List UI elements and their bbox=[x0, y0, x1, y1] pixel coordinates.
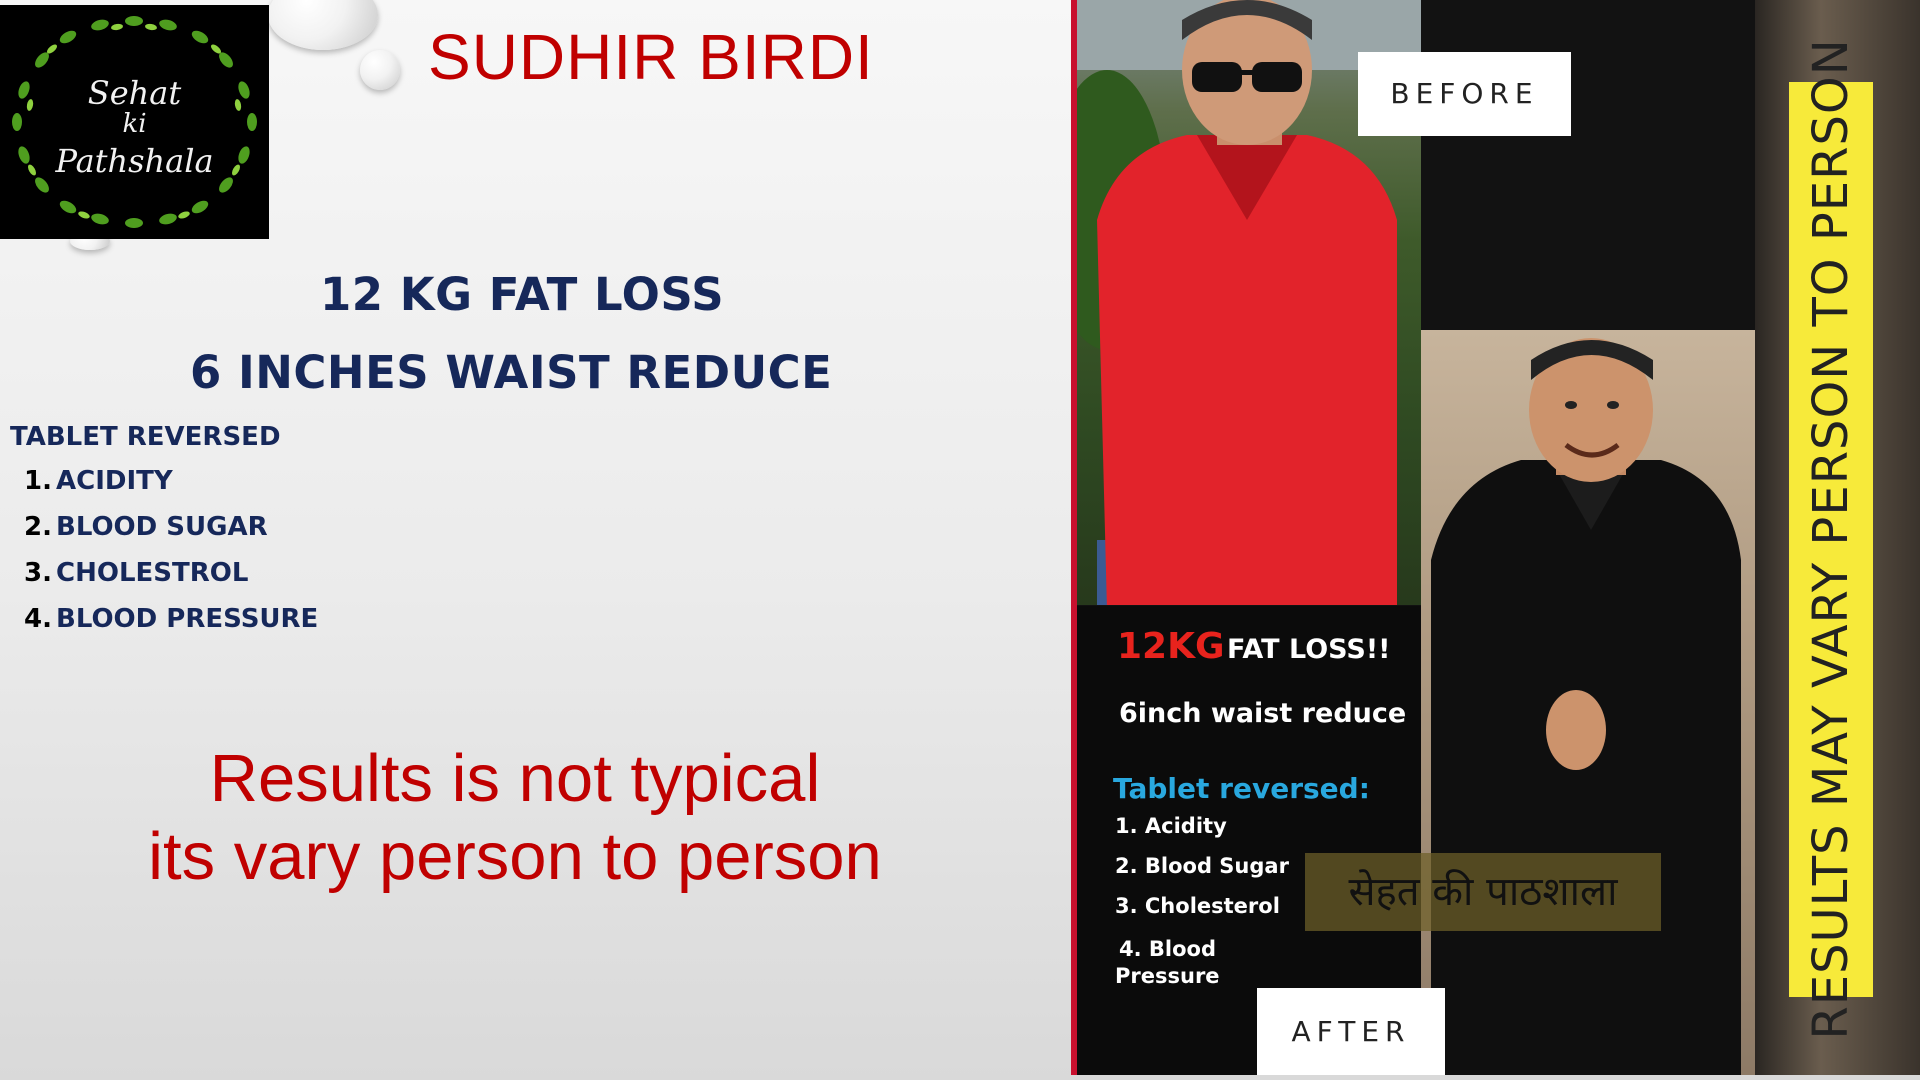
list-item: 2. BLOOD SUGAR bbox=[24, 512, 318, 558]
before-photo bbox=[1077, 0, 1421, 605]
card-fatloss-text: FAT LOSS!! bbox=[1227, 634, 1391, 665]
disclaimer-line2: its vary person to person bbox=[148, 819, 882, 894]
before-after-photo: RESULTS MAY VARY PERSON TO PERSON BEFORE… bbox=[1071, 0, 1920, 1075]
headline-waist-reduce: 6 INCHES WAIST REDUCE bbox=[190, 346, 833, 399]
logo-text-line1: Sehat bbox=[87, 74, 182, 112]
after-person-illustration bbox=[1431, 338, 1741, 1075]
list-item-label: BLOOD SUGAR bbox=[56, 512, 268, 542]
dark-background bbox=[1421, 0, 1755, 330]
results-vary-text: RESULTS MAY VARY PERSON TO PERSON bbox=[1803, 38, 1859, 1040]
list-item: 3. CHOLESTROL bbox=[24, 558, 318, 604]
list-item-label: Pressure bbox=[1115, 964, 1220, 988]
hindi-brand-banner: सेहत की पाठशाला bbox=[1305, 853, 1661, 931]
disclaimer-line1: Results is not typical bbox=[209, 741, 821, 816]
list-item-number: 3. bbox=[24, 558, 52, 588]
red-border bbox=[1071, 0, 1077, 1075]
card-fatloss-number: 12KG bbox=[1117, 626, 1225, 667]
list-item-number: 4. Blood bbox=[1119, 937, 1216, 961]
list-item: 4. Blood Pressure bbox=[1115, 934, 1255, 996]
page-title: SUDHIR BIRDI bbox=[428, 21, 874, 93]
list-item: 1. Acidity bbox=[1115, 814, 1227, 838]
logo-text-line2: ki bbox=[122, 109, 147, 139]
list-item-label: ACIDITY bbox=[56, 466, 173, 496]
results-vary-banner: RESULTS MAY VARY PERSON TO PERSON bbox=[1789, 38, 1873, 1040]
list-item-number: 1. bbox=[24, 466, 52, 496]
tablet-reversed-heading: TABLET REVERSED bbox=[10, 422, 281, 452]
list-item-label: CHOLESTROL bbox=[56, 558, 249, 588]
after-label: AFTER bbox=[1257, 988, 1445, 1075]
list-item-number: 4. bbox=[24, 604, 52, 634]
water-drop-decoration bbox=[268, 0, 378, 50]
laurel-wreath-icon bbox=[12, 16, 257, 228]
water-drop-decoration bbox=[360, 50, 400, 90]
results-card: 12KG FAT LOSS!! 6inch waist reduce Table… bbox=[1077, 606, 1421, 1075]
before-label: BEFORE bbox=[1358, 52, 1571, 136]
before-person-illustration bbox=[1077, 0, 1421, 605]
after-photo bbox=[1421, 330, 1755, 1075]
card-list: 1. Acidity 2. Blood Sugar 3. Cholesterol… bbox=[1115, 814, 1289, 996]
list-item-label: BLOOD PRESSURE bbox=[56, 604, 319, 634]
headline-fat-loss: 12 KG FAT LOSS bbox=[320, 268, 725, 321]
list-item-number: 2. bbox=[24, 512, 52, 542]
logo-text-line3: Pathshala bbox=[55, 142, 214, 180]
sehat-ki-pathshala-logo: Sehat ki Pathshala bbox=[0, 5, 269, 239]
disclaimer-text: Results is not typical its vary person t… bbox=[100, 740, 930, 896]
list-item: 1. ACIDITY bbox=[24, 466, 318, 512]
card-waist-text: 6inch waist reduce bbox=[1119, 698, 1407, 729]
list-item: 4. BLOOD PRESSURE bbox=[24, 604, 318, 650]
condition-list: 1. ACIDITY 2. BLOOD SUGAR 3. CHOLESTROL 4. B… bbox=[24, 466, 318, 650]
card-tablet-heading: Tablet reversed: bbox=[1113, 772, 1370, 805]
list-item: 3. Cholesterol bbox=[1115, 894, 1280, 918]
list-item: 2. Blood Sugar bbox=[1115, 854, 1289, 878]
